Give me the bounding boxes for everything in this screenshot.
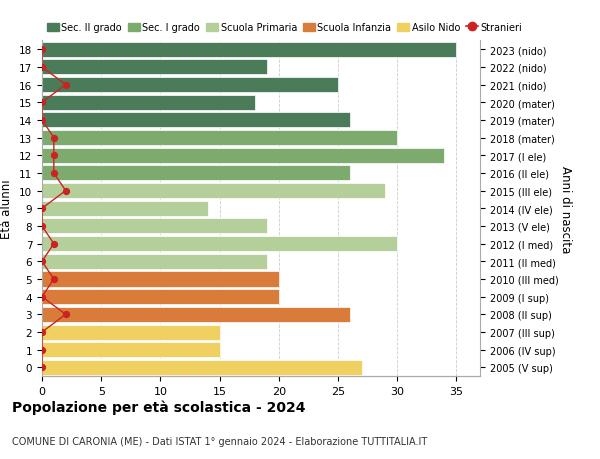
Bar <box>42 60 267 75</box>
Bar <box>42 131 397 146</box>
Bar <box>42 184 385 199</box>
Bar <box>42 202 208 216</box>
Point <box>49 276 59 283</box>
Bar <box>42 325 220 340</box>
Point <box>49 152 59 160</box>
Point <box>37 205 47 213</box>
Bar <box>42 78 338 93</box>
Bar <box>42 342 220 358</box>
Bar <box>42 272 279 287</box>
Point <box>37 293 47 301</box>
Point <box>37 117 47 124</box>
Point <box>61 311 70 319</box>
Legend: Sec. II grado, Sec. I grado, Scuola Primaria, Scuola Infanzia, Asilo Nido, Stran: Sec. II grado, Sec. I grado, Scuola Prim… <box>47 23 523 33</box>
Bar <box>42 219 267 234</box>
Point <box>37 329 47 336</box>
Point <box>37 64 47 72</box>
Point <box>49 241 59 248</box>
Text: COMUNE DI CARONIA (ME) - Dati ISTAT 1° gennaio 2024 - Elaborazione TUTTITALIA.IT: COMUNE DI CARONIA (ME) - Dati ISTAT 1° g… <box>12 436 427 446</box>
Text: Popolazione per età scolastica - 2024: Popolazione per età scolastica - 2024 <box>12 399 305 414</box>
Y-axis label: Anni di nascita: Anni di nascita <box>559 165 572 252</box>
Bar <box>42 237 397 252</box>
Bar <box>42 307 350 322</box>
Point <box>49 134 59 142</box>
Point <box>61 188 70 195</box>
Bar <box>42 290 279 304</box>
Bar <box>42 166 350 181</box>
Point <box>37 223 47 230</box>
Y-axis label: Età alunni: Età alunni <box>1 179 13 239</box>
Point <box>37 99 47 106</box>
Point <box>49 170 59 177</box>
Point <box>61 82 70 89</box>
Bar <box>42 254 267 269</box>
Bar <box>42 360 362 375</box>
Point <box>37 46 47 54</box>
Bar <box>42 148 445 163</box>
Bar <box>42 95 255 111</box>
Point <box>37 258 47 265</box>
Point <box>37 364 47 371</box>
Bar <box>42 113 350 128</box>
Point <box>37 346 47 353</box>
Bar <box>42 43 457 58</box>
